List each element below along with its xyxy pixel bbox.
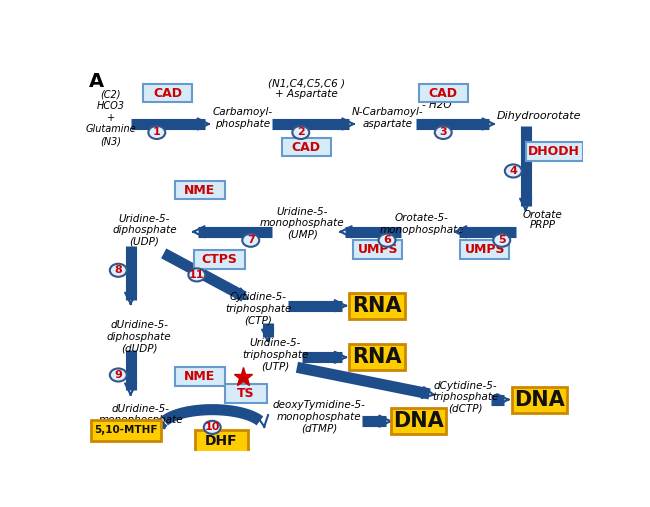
Text: 11: 11 [189, 270, 205, 280]
Text: Orotate-5-
monophosphate: Orotate-5- monophosphate [380, 213, 464, 235]
Ellipse shape [493, 234, 510, 247]
FancyBboxPatch shape [512, 386, 567, 413]
Text: Carbamoyl-
phosphate: Carbamoyl- phosphate [213, 107, 273, 129]
Text: Cytidine-5-
triphosphate
(CTP): Cytidine-5- triphosphate (CTP) [226, 292, 292, 325]
Ellipse shape [505, 164, 522, 177]
Text: CTPS: CTPS [202, 253, 237, 266]
Text: (C2)
HCO3
+
Glutamine
(N3): (C2) HCO3 + Glutamine (N3) [85, 90, 136, 146]
FancyBboxPatch shape [174, 181, 226, 199]
Text: PRPP: PRPP [530, 220, 556, 230]
Text: CAD: CAD [292, 140, 320, 154]
FancyBboxPatch shape [460, 240, 510, 259]
Text: - H2O: - H2O [422, 100, 451, 110]
Text: 5,10-MTHF: 5,10-MTHF [94, 425, 158, 436]
Text: + Aspartate: + Aspartate [275, 89, 337, 99]
FancyBboxPatch shape [226, 384, 267, 403]
Text: DNA: DNA [514, 390, 565, 410]
FancyBboxPatch shape [526, 142, 582, 161]
FancyBboxPatch shape [349, 293, 405, 319]
Text: deoxyTymidine-5-
monophosphate
(dTMP): deoxyTymidine-5- monophosphate (dTMP) [273, 400, 366, 433]
Text: Dihydroorotate: Dihydroorotate [497, 111, 581, 121]
FancyBboxPatch shape [353, 240, 402, 259]
Ellipse shape [148, 126, 165, 139]
Text: A: A [89, 71, 104, 91]
Text: 4: 4 [510, 166, 517, 176]
Text: Uridine-5-
diphosphate
(UDP): Uridine-5- diphosphate (UDP) [112, 213, 177, 247]
Text: UMPS: UMPS [358, 243, 398, 256]
FancyBboxPatch shape [281, 138, 331, 156]
Text: DNA: DNA [393, 411, 444, 431]
Text: 1: 1 [153, 127, 161, 137]
Text: 9: 9 [114, 370, 122, 380]
FancyBboxPatch shape [174, 367, 226, 386]
Ellipse shape [203, 421, 221, 434]
Ellipse shape [435, 126, 452, 139]
Text: DHF: DHF [205, 434, 238, 448]
FancyBboxPatch shape [195, 430, 248, 452]
Text: CAD: CAD [153, 87, 182, 100]
Ellipse shape [292, 126, 309, 139]
Text: NME: NME [185, 370, 216, 383]
Text: Uridine-5-
triphosphate
(UTP): Uridine-5- triphosphate (UTP) [242, 338, 309, 372]
Text: (N1,C4,C5,C6 ): (N1,C4,C5,C6 ) [268, 79, 345, 89]
Ellipse shape [110, 369, 127, 382]
Text: Orotate: Orotate [523, 210, 562, 220]
Text: dUridine-5-
monophosphate
(dUMP): dUridine-5- monophosphate (dUMP) [98, 404, 183, 437]
FancyBboxPatch shape [194, 250, 244, 269]
Text: 8: 8 [114, 265, 122, 275]
FancyBboxPatch shape [391, 408, 447, 434]
FancyBboxPatch shape [419, 84, 468, 102]
Text: RNA: RNA [352, 347, 402, 367]
Text: 2: 2 [297, 127, 305, 137]
Text: TS: TS [237, 387, 255, 400]
Text: 10: 10 [205, 422, 220, 432]
Text: 7: 7 [247, 235, 255, 245]
FancyBboxPatch shape [90, 420, 161, 441]
Text: UMPS: UMPS [465, 243, 505, 256]
Text: N-Carbamoyl-
aspartate: N-Carbamoyl- aspartate [352, 107, 424, 129]
Text: DHODH: DHODH [528, 145, 580, 158]
Ellipse shape [188, 268, 205, 281]
Text: 6: 6 [383, 235, 391, 245]
Text: dUridine-5-
diphosphate
(dUDP): dUridine-5- diphosphate (dUDP) [107, 320, 172, 353]
Ellipse shape [110, 264, 127, 277]
Text: RNA: RNA [352, 296, 402, 316]
FancyBboxPatch shape [349, 344, 405, 371]
Ellipse shape [378, 234, 395, 247]
Text: NME: NME [185, 184, 216, 197]
Ellipse shape [242, 234, 259, 247]
Text: 3: 3 [439, 127, 447, 137]
Text: Uridine-5-
monophosphate
(UMP): Uridine-5- monophosphate (UMP) [260, 207, 344, 240]
Text: CAD: CAD [429, 87, 458, 100]
Text: 5: 5 [498, 235, 506, 245]
Text: dCytidine-5-
triphosphate
(dCTP): dCytidine-5- triphosphate (dCTP) [432, 381, 499, 414]
FancyBboxPatch shape [143, 84, 192, 102]
